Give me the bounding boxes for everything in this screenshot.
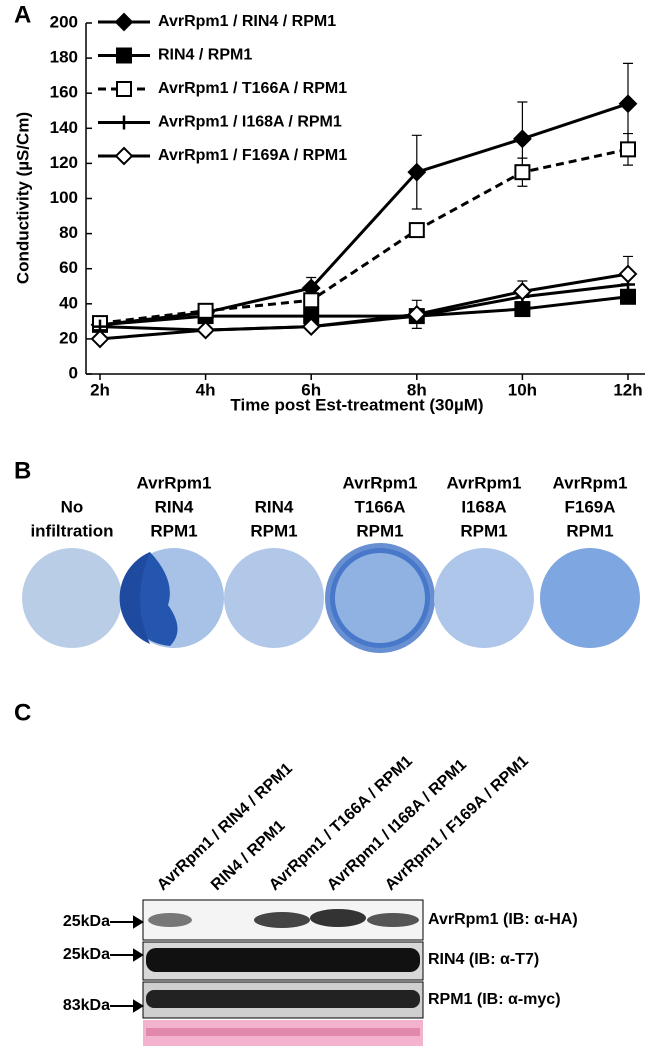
sample-label: RPM1 (250, 521, 297, 540)
marker (620, 141, 636, 158)
sample-label: T166A (354, 497, 405, 516)
size-marker: 83kDa (63, 997, 110, 1014)
marker (114, 146, 134, 166)
y-tick-label: 40 (59, 293, 78, 312)
y-tick-label: 200 (50, 12, 78, 31)
marker (116, 81, 132, 97)
y-axis-title: Conductivity (µS/Cm) (13, 112, 32, 284)
series-line (99, 272, 629, 341)
sample-label: No (61, 497, 84, 516)
panel-label: B (14, 457, 31, 484)
leaf-discs (22, 543, 640, 653)
x-tick-label: 8h (407, 380, 427, 399)
x-axis-title: Time post Est-treatment (30µM) (230, 395, 483, 414)
marker (407, 304, 427, 324)
y-tick-label: 20 (59, 328, 78, 347)
x-tick-label: 2h (90, 380, 110, 399)
y-tick-label: 0 (69, 363, 78, 382)
marker (117, 115, 131, 130)
sample-label: infiltration (30, 521, 113, 540)
legend-label: AvrRpm1 / I168A / RPM1 (158, 114, 342, 131)
sample-label: RIN4 (255, 497, 294, 516)
size-marker: 25kDa (63, 913, 110, 930)
y-tick-label: 80 (59, 223, 78, 242)
y-tick-label: 140 (50, 118, 78, 137)
sample-label: RPM1 (356, 521, 403, 540)
marker (514, 301, 531, 318)
marker (618, 94, 638, 114)
marker (512, 129, 532, 149)
sample-label: AvrRpm1 (137, 473, 212, 492)
marker (90, 329, 110, 349)
panel-label: A (14, 1, 31, 28)
sample-label: RIN4 (155, 497, 194, 516)
legend-label: AvrRpm1 / T166A / RPM1 (158, 80, 347, 97)
x-tick-label: 10h (508, 380, 537, 399)
marker (301, 317, 321, 337)
y-tick-label: 100 (50, 188, 78, 207)
sample-label: RPM1 (460, 521, 507, 540)
y-tick-label: 120 (50, 153, 78, 172)
x-tick-label: 4h (196, 380, 216, 399)
marker (116, 47, 132, 64)
y-tick-label: 180 (50, 48, 78, 67)
series-line (99, 295, 629, 327)
series-line (99, 147, 629, 325)
marker (114, 12, 134, 32)
size-arrows (110, 915, 144, 1013)
sample-label: AvrRpm1 (553, 473, 628, 492)
legend-label: AvrRpm1 / RIN4 / RPM1 (158, 13, 336, 30)
sample-label: RPM1 (150, 521, 197, 540)
legend-label: AvrRpm1 / F169A / RPM1 (158, 147, 347, 164)
marker (408, 222, 425, 239)
blot-label: RIN4 (IB: α-T7) (428, 951, 539, 968)
y-tick-label: 60 (59, 258, 78, 277)
marker (407, 162, 427, 182)
blot-label: AvrRpm1 (IB: α-HA) (428, 911, 578, 928)
blot-label: RPM1 (IB: α-myc) (428, 991, 561, 1008)
marker (618, 264, 638, 284)
blot (142, 899, 424, 1046)
y-tick-label: 160 (50, 83, 78, 102)
sample-label: F169A (564, 497, 615, 516)
marker (514, 164, 531, 181)
marker (197, 302, 214, 319)
sample-label: AvrRpm1 (343, 473, 418, 492)
x-tick-label: 12h (613, 380, 642, 399)
x-tick-label: 6h (301, 380, 321, 399)
marker (196, 320, 216, 340)
sample-label: I168A (461, 497, 506, 516)
sample-label: RPM1 (566, 521, 613, 540)
legend-label: RIN4 / RPM1 (158, 47, 252, 64)
marker (620, 288, 636, 305)
size-marker: 25kDa (63, 946, 110, 963)
sample-label: AvrRpm1 (447, 473, 522, 492)
panel-label: C (14, 699, 31, 726)
series-line (99, 102, 629, 327)
marker (512, 282, 532, 301)
marker (303, 292, 320, 309)
